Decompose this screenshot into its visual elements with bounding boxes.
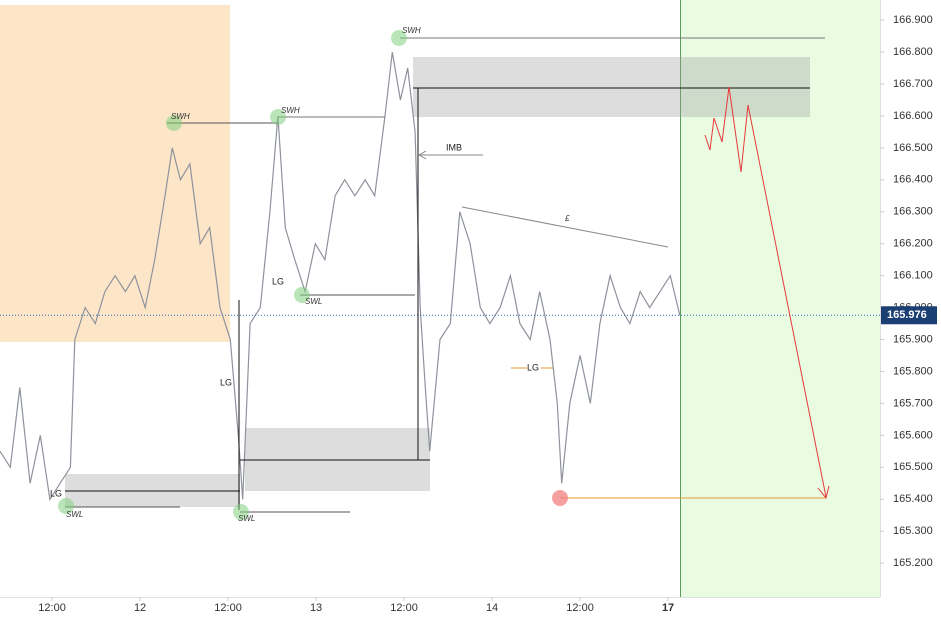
price-line [0, 51, 681, 501]
annotation-label: LG [272, 276, 284, 286]
y-tick-label: 165.600 [893, 429, 933, 441]
target-marker [552, 490, 568, 506]
imb-arrowhead [417, 150, 427, 160]
annotation-label: SWL [66, 510, 83, 519]
y-tick-label: 165.200 [893, 557, 933, 569]
y-tick-label: 165.300 [893, 525, 933, 537]
x-tick-label: 13 [310, 602, 322, 614]
y-tick-label: 166.200 [893, 238, 933, 250]
annotation-label: SWH [281, 106, 300, 115]
x-tick-label: 12 [134, 602, 146, 614]
y-tick-label: 165.900 [893, 333, 933, 345]
swing-marker [166, 115, 182, 131]
annotation-label: £ [564, 214, 570, 223]
annotation-label: LG [220, 377, 232, 387]
annotation-label: SWL [238, 514, 255, 523]
last-price-label: 165.976 [887, 309, 927, 321]
swing-marker [233, 504, 249, 520]
y-tick-label: 166.300 [893, 206, 933, 218]
x-tick-label: 17 [662, 602, 674, 614]
x-tick-label: 12:00 [214, 602, 242, 614]
x-tick-label: 12:00 [38, 602, 66, 614]
swing-marker [294, 287, 310, 303]
y-tick-label: 166.500 [893, 142, 933, 154]
projection-arrowhead [817, 485, 830, 500]
y-tick-label: 166.700 [893, 78, 933, 90]
x-tick-label: 14 [486, 602, 498, 614]
y-tick-label: 165.800 [893, 365, 933, 377]
annotation-label: LG [527, 362, 539, 372]
annotation-label: SWH [171, 112, 190, 121]
y-tick-label: 166.600 [893, 110, 933, 122]
plot-area [0, 51, 880, 501]
projection-path [704, 86, 827, 498]
y-tick-label: 165.400 [893, 493, 933, 505]
y-tick-label: 165.700 [893, 397, 933, 409]
trend-line [461, 206, 669, 248]
swing-marker [58, 498, 74, 514]
y-tick-label: 166.100 [893, 270, 933, 282]
annotation-label: SWH [402, 26, 421, 35]
x-tick-label: 12:00 [390, 602, 418, 614]
annotation-label: SWL [305, 297, 322, 306]
x-tick-label: 12:00 [566, 602, 594, 614]
axes: 165.200 165.300 165.400 165.500 165.600 165.7… [38, 14, 937, 614]
drawings [58, 30, 830, 520]
annotation-label: IMB [446, 142, 462, 152]
y-tick-label: 165.500 [893, 461, 933, 473]
y-tick-label: 166.400 [893, 174, 933, 186]
swing-marker [391, 30, 407, 46]
y-tick-label: 166.900 [893, 14, 933, 26]
swing-marker [270, 109, 286, 125]
y-tick-label: 166.800 [893, 46, 933, 58]
annotation-label: LG [50, 488, 62, 498]
last-price-box [881, 306, 937, 325]
orange-zone [0, 5, 230, 342]
supply-zone [413, 57, 810, 117]
